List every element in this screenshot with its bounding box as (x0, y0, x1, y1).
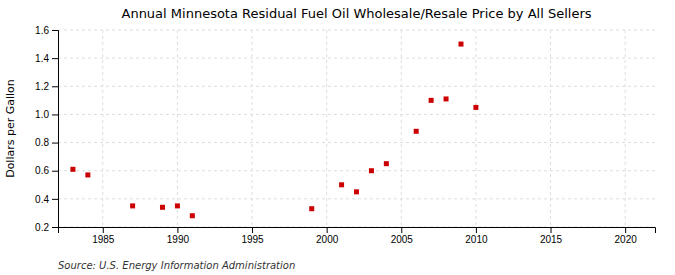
point (85, 172, 90, 177)
tick: 2010 (465, 227, 488, 245)
tick-label: 1.2 (35, 81, 49, 92)
tick-label: 0.2 (35, 222, 49, 233)
grid-line-y (58, 142, 655, 143)
tick-label: 0.8 (35, 137, 49, 148)
tick-label: 1990 (167, 234, 190, 245)
point (354, 189, 359, 194)
tick: 1.2 (35, 81, 58, 92)
grid (58, 30, 655, 227)
point (175, 203, 180, 208)
tick-label: 0.6 (35, 165, 49, 176)
y-axis-label: Dollars per Gallon (4, 79, 17, 178)
tick-label: 2020 (615, 234, 638, 245)
tick: 1.6 (35, 25, 58, 36)
tick-mark (52, 30, 58, 31)
tick-mark (252, 227, 253, 233)
grid-line-y (58, 58, 655, 59)
grid-line-x (102, 30, 103, 227)
point (384, 161, 389, 166)
tick: 2015 (540, 227, 563, 245)
axis-line (59, 228, 656, 234)
point (429, 98, 434, 103)
point (444, 96, 449, 101)
tick: 2005 (391, 227, 414, 245)
tick-mark (52, 171, 58, 172)
point (309, 206, 314, 211)
y-axis: 0.2 0.4 0.6 0.8 1.0 1.2 1.4 1.6 (35, 25, 58, 233)
point (190, 213, 195, 218)
grid-line-x (326, 30, 327, 227)
tick-label: 1.0 (35, 109, 49, 120)
tick-mark (52, 58, 58, 59)
grid-line-y (58, 170, 655, 171)
tick: 0.6 (35, 165, 58, 176)
tick-mark (52, 199, 58, 200)
tick-mark (52, 86, 58, 87)
tick-label: 1.4 (35, 53, 49, 64)
source-note: Source: U.S. Energy Information Administ… (58, 260, 295, 271)
point (70, 167, 75, 172)
tick: 1.4 (35, 53, 58, 64)
tick-mark (625, 227, 626, 233)
plot-area: 198519901995200020052010201520200.20.40.… (35, 25, 655, 245)
grid-line-x (177, 30, 178, 227)
tick-mark (177, 227, 178, 233)
tick-mark (401, 227, 402, 233)
tick: 1985 (92, 227, 115, 245)
tick-mark (52, 143, 58, 144)
tick: 0.2 (35, 222, 58, 233)
tick-mark (551, 227, 552, 233)
tick-mark (52, 227, 58, 228)
tick: 2020 (615, 227, 638, 245)
tick: 1995 (241, 227, 264, 245)
tick-label: 2000 (316, 234, 339, 245)
tick: 1990 (167, 227, 190, 245)
tick-label: 1995 (241, 234, 264, 245)
tick-label: 0.4 (35, 194, 49, 205)
tick-label: 2005 (391, 234, 414, 245)
tick-mark (476, 227, 477, 233)
point (458, 42, 463, 47)
axis-line (52, 31, 59, 228)
grid-line-x (475, 30, 476, 227)
point (130, 203, 135, 208)
grid-line-x (252, 30, 253, 227)
point (160, 205, 165, 210)
point (369, 168, 374, 173)
grid-line-y (58, 198, 655, 199)
tick-label: 2015 (540, 234, 563, 245)
tick: 0.8 (35, 137, 58, 148)
grid-line-y (58, 114, 655, 115)
points (70, 42, 478, 219)
grid-line-x (625, 30, 626, 227)
tick-mark (103, 227, 104, 233)
title: Annual Minnesota Residual Fuel Oil Whole… (122, 6, 592, 21)
tick-label: 2010 (465, 234, 488, 245)
grid-line-x (401, 30, 402, 227)
tick: 2000 (316, 227, 339, 245)
grid-line-y (58, 86, 655, 87)
tick: 0.4 (35, 194, 58, 205)
tick-mark (327, 227, 328, 233)
tick-mark (52, 114, 58, 115)
x-axis: 1985 1990 1995 2000 2005 2010 2015 2020 (59, 227, 656, 245)
tick: 1.0 (35, 109, 58, 120)
tick-label: 1985 (92, 234, 115, 245)
grid-line-x (550, 30, 551, 227)
point (414, 129, 419, 134)
grid-line-y (58, 30, 655, 31)
tick-label: 1.6 (35, 25, 49, 36)
point (339, 182, 344, 187)
point (473, 105, 478, 110)
